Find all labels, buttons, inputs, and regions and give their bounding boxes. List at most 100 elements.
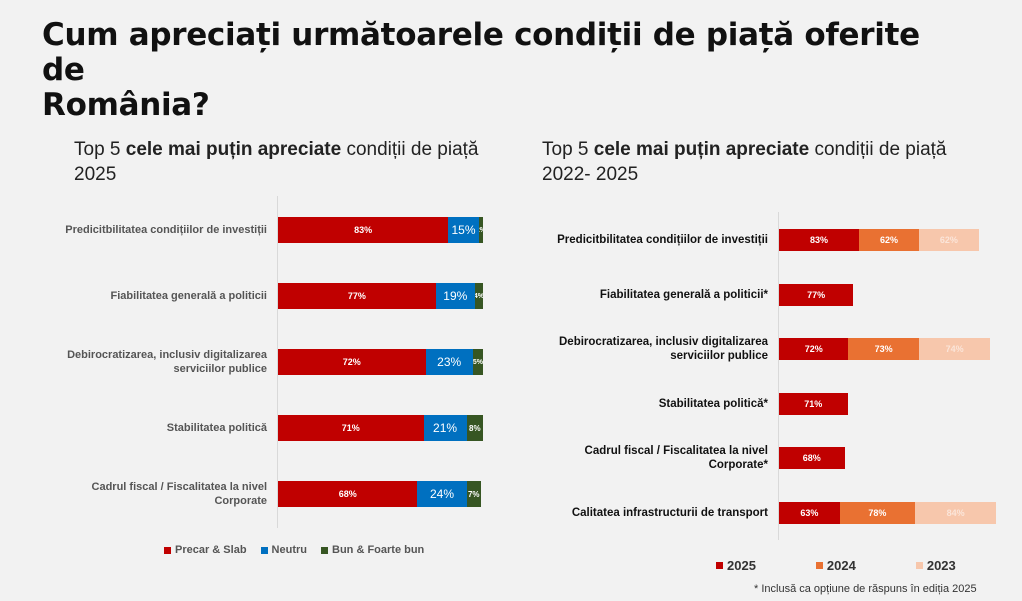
chart-title-prefix: Top 5	[542, 139, 594, 160]
data-label: 74%	[945, 344, 964, 354]
legend-item: Precar & Slab	[164, 544, 247, 556]
bar-precar-slab: 83%	[278, 217, 449, 243]
page-title-line2: România?	[42, 87, 210, 123]
bar-bun-foarte-bun: 4%	[474, 283, 483, 309]
data-label: 84%	[946, 507, 965, 518]
bar-2024: 62%	[859, 229, 919, 251]
chart-2025-axis	[277, 196, 278, 528]
data-label: 71%	[804, 398, 823, 409]
category-label: Stabilitatea politică	[166, 422, 267, 434]
bar-neutru: 15%	[448, 217, 479, 243]
bar-bun-foarte-bun: 7%	[466, 481, 481, 507]
data-label: 73%	[874, 344, 893, 354]
chart-title-year: 2022- 2025	[542, 164, 639, 185]
data-label: 83%	[354, 225, 373, 235]
data-label: 83%	[810, 235, 829, 245]
chart-title-suffix: condiții de piață	[341, 139, 479, 160]
legend-swatch	[716, 562, 723, 569]
bar-precar-slab: 72%	[278, 349, 426, 375]
chart-title-bold: cele mai puțin apreciate	[125, 139, 342, 160]
legend-item: 2025	[716, 558, 756, 573]
legend-swatch	[260, 546, 268, 554]
bar-precar-slab: 68%	[278, 481, 418, 507]
data-label: 62%	[939, 235, 958, 245]
bar-bun-foarte-bun: 2%	[478, 217, 483, 243]
category-label: Debirocratizarea, inclusiv digitalizarea…	[559, 336, 768, 362]
bar-2025: 83%	[779, 229, 860, 251]
bar-2025: 71%	[779, 392, 848, 415]
chart-title-year: 2025	[74, 164, 117, 185]
category-label: Fiabilitatea generală a politicii*	[599, 288, 768, 301]
legend-item: Neutru	[260, 544, 307, 556]
legend-label: 2024	[826, 558, 856, 573]
bar-2025: 77%	[779, 283, 854, 306]
legend-swatch	[915, 562, 923, 569]
category-label: Predicitbilitatea condițiilor de investi…	[557, 234, 768, 246]
chart-title-bold: cele mai puțin apreciate	[593, 139, 810, 160]
data-label: 8%	[469, 423, 481, 433]
category-label: Calitatea infrastructurii de transport	[571, 506, 768, 519]
bar-2025: 63%	[779, 501, 840, 524]
chart-title-prefix: Top 5	[74, 139, 126, 160]
bar-2025: 68%	[779, 447, 845, 469]
legend-label: Bun & Foarte bun	[332, 544, 425, 556]
bar-2025: 72%	[779, 338, 849, 360]
chart-2025-legend: Precar & Slab Neutru Bun & Foarte bun	[164, 544, 438, 556]
bar-neutru: 23%	[425, 349, 473, 375]
bar-2023: 84%	[915, 501, 997, 524]
legend-item: 2023	[915, 558, 956, 573]
bar-bun-foarte-bun: 5%	[472, 349, 483, 375]
bar-2024: 78%	[839, 501, 916, 524]
legend-label: Precar & Slab	[175, 544, 247, 556]
legend-item: 2024	[815, 558, 856, 573]
data-label: 78%	[868, 507, 887, 518]
data-label: 24%	[429, 487, 454, 501]
data-label: 21%	[433, 421, 458, 435]
category-label: Fiabilitatea generală a politicii	[110, 290, 268, 302]
bar-neutru: 21%	[423, 415, 467, 441]
legend-swatch	[815, 562, 823, 569]
chart-2025-title: Top 5 cele mai puțin apreciate condiții …	[74, 137, 479, 187]
bar-neutru: 19%	[435, 283, 475, 309]
data-label: 63%	[800, 507, 819, 518]
category-label: Cadrul fiscal / Fiscalitatea la nivel Co…	[91, 481, 267, 507]
data-label: 72%	[342, 357, 361, 367]
bar-2023: 74%	[918, 338, 991, 360]
bar-2023: 62%	[918, 229, 979, 251]
data-label: 5%	[472, 358, 483, 366]
data-label: 23%	[437, 355, 462, 369]
category-label: Predicitbilitatea condițiilor de investi…	[65, 224, 267, 236]
data-label: 72%	[804, 344, 823, 354]
legend-swatch	[321, 546, 328, 554]
legend-label: 2023	[926, 558, 956, 573]
data-label: 77%	[347, 291, 366, 301]
chart-2022-2025-axis	[778, 212, 779, 540]
data-label: 15%	[451, 223, 476, 237]
bar-2024: 73%	[848, 338, 919, 360]
chart-2022-2025-title: Top 5 cele mai puțin apreciate condiții …	[542, 137, 947, 187]
data-label: 4%	[474, 292, 483, 300]
bar-bun-foarte-bun: 8%	[466, 415, 483, 441]
data-label: 2%	[479, 227, 483, 234]
data-label: 7%	[467, 489, 480, 499]
data-label: 68%	[338, 489, 357, 499]
legend-item: Bun & Foarte bun	[321, 544, 424, 556]
bar-precar-slab: 77%	[278, 283, 436, 309]
page-title: Cum apreciați următoarele condiții de pi…	[42, 18, 942, 123]
footnote: * Inclusă ca opțiune de răspuns în ediți…	[754, 583, 977, 595]
page-title-line1: Cum apreciați următoarele condiții de pi…	[42, 17, 920, 88]
chart-2022-2025-legend: 2025 2024 2023	[716, 558, 1016, 573]
legend-label: 2025	[727, 558, 756, 573]
chart-title-suffix: condiții de piață	[809, 139, 947, 160]
data-label: 71%	[341, 423, 360, 433]
category-label: Debirocratizarea, inclusiv digitalizarea…	[67, 349, 267, 375]
category-label: Stabilitatea politică*	[658, 397, 768, 410]
data-label: 77%	[807, 289, 826, 300]
legend-label: Neutru	[271, 544, 307, 556]
data-label: 19%	[443, 289, 468, 303]
legend-swatch	[164, 546, 171, 554]
data-label: 62%	[880, 235, 899, 245]
category-label: Cadrul fiscal / Fiscalitatea la nivel Co…	[584, 445, 768, 471]
bar-neutru: 24%	[417, 481, 467, 507]
data-label: 68%	[802, 453, 821, 463]
